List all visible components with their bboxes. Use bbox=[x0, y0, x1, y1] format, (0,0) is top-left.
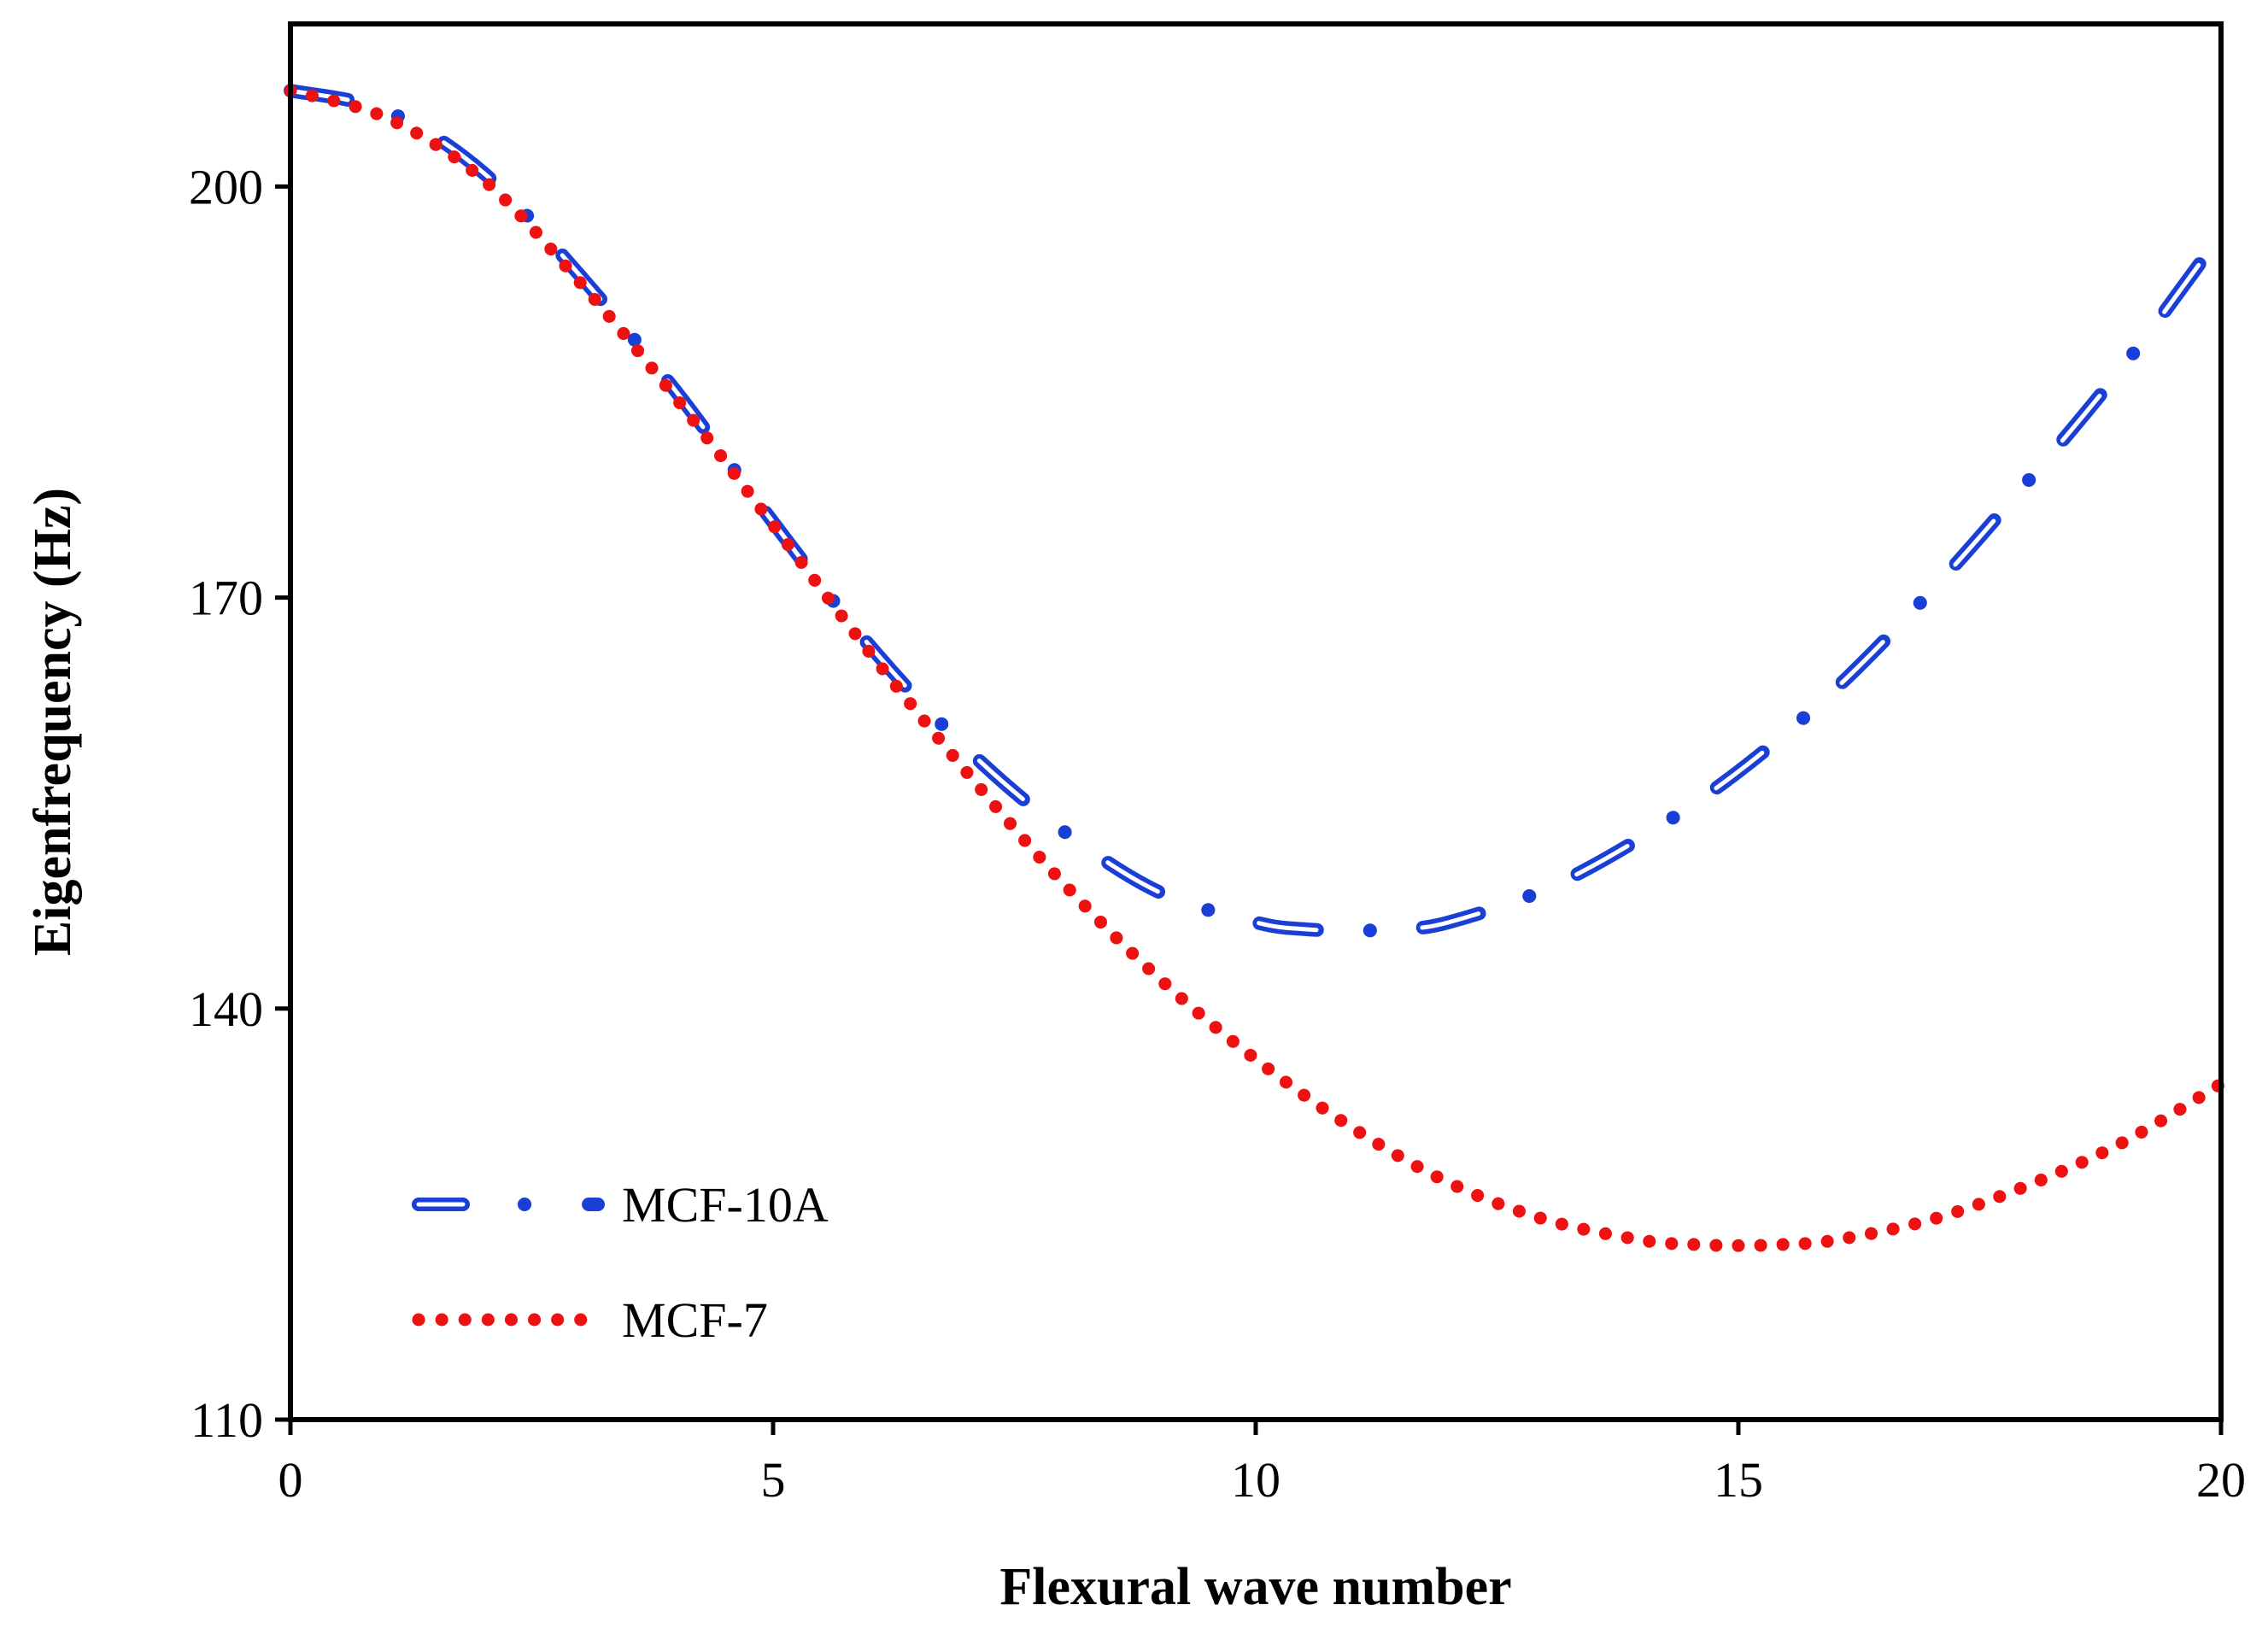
y-tick-label: 110 bbox=[190, 1392, 263, 1448]
x-tick-label: 20 bbox=[2196, 1452, 2246, 1508]
y-tick-label: 200 bbox=[189, 159, 263, 214]
x-tick-label: 15 bbox=[1714, 1452, 1763, 1508]
series-mcf-7 bbox=[284, 84, 2228, 1252]
x-tick-label: 10 bbox=[1231, 1452, 1281, 1508]
x-axis: 0 5 10 15 20 bbox=[278, 1420, 2246, 1508]
x-tick-label: 5 bbox=[761, 1452, 786, 1508]
y-tick-label: 170 bbox=[189, 571, 263, 626]
series-line-inner bbox=[288, 88, 2224, 933]
plot-lines bbox=[284, 84, 2228, 1252]
y-axis: 110 140 170 200 bbox=[189, 159, 290, 1448]
y-axis-title: Eigenfrequency (Hz) bbox=[24, 488, 82, 956]
legend-label: MCF-7 bbox=[622, 1292, 768, 1348]
series-line bbox=[284, 84, 2228, 1252]
y-tick-label: 140 bbox=[189, 981, 263, 1037]
legend: MCF-10A MCF-7 bbox=[412, 1177, 829, 1348]
plot-frame bbox=[288, 21, 2224, 1422]
series-line bbox=[284, 84, 2228, 938]
series-mcf-10a bbox=[284, 84, 2228, 938]
x-tick-label: 0 bbox=[278, 1452, 303, 1508]
x-axis-title: Flexural wave number bbox=[999, 1558, 1511, 1616]
legend-label: MCF-10A bbox=[622, 1177, 829, 1233]
